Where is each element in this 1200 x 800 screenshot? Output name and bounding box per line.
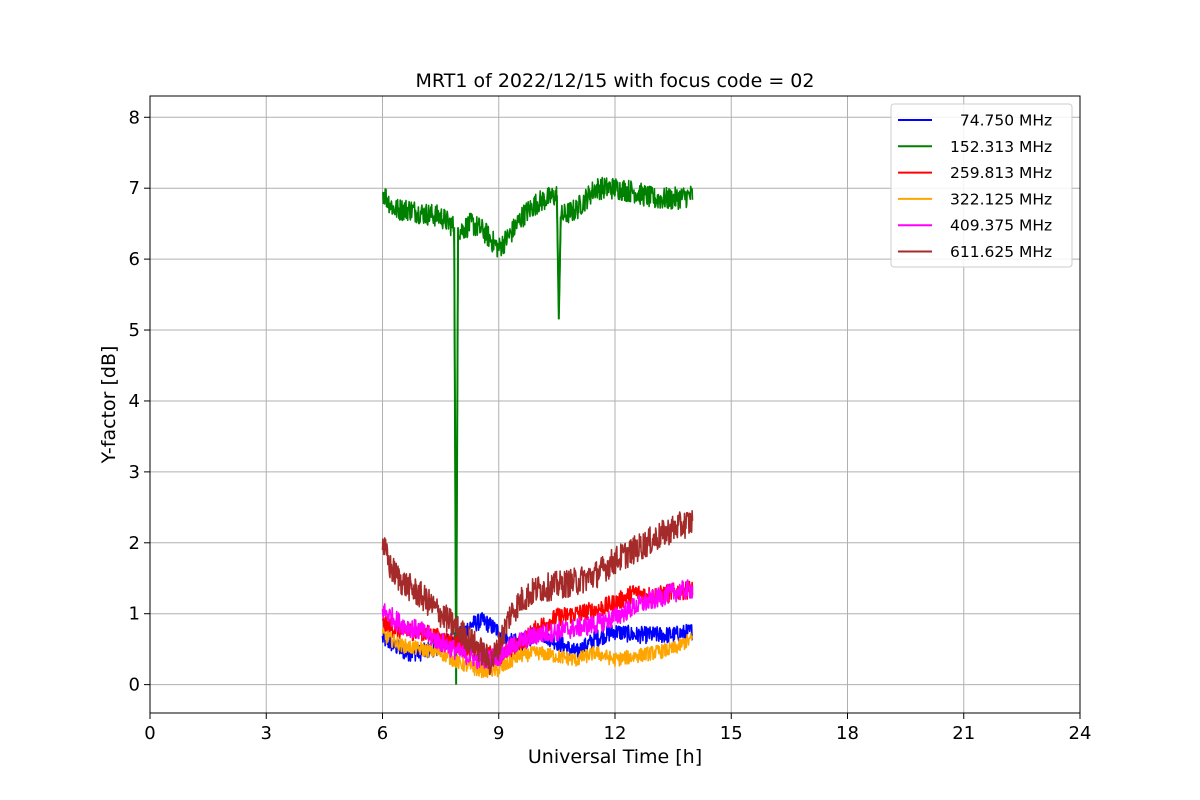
x-tick-label: 12 [604, 723, 627, 744]
legend-label: 611.625 MHz [950, 243, 1052, 261]
x-tick-label: 0 [144, 723, 155, 744]
series-layer [381, 176, 694, 685]
y-tick-label: 4 [129, 391, 140, 412]
series-line [381, 627, 694, 679]
legend-label: 409.375 MHz [950, 217, 1052, 235]
x-tick-label: 6 [377, 723, 388, 744]
legend-label: 322.125 MHz [950, 190, 1052, 208]
x-tick-label: 21 [952, 723, 975, 744]
x-tick-label: 24 [1069, 723, 1092, 744]
chart-title: MRT1 of 2022/12/15 with focus code = 02 [416, 70, 815, 92]
series-line [381, 579, 694, 670]
y-tick-label: 8 [129, 107, 140, 128]
legend-label: 259.813 MHz [950, 164, 1052, 182]
series-line [382, 176, 694, 654]
y-tick-label: 0 [129, 675, 140, 696]
y-tick-label: 5 [129, 320, 140, 341]
x-tick-label: 15 [720, 723, 743, 744]
y-tick-label: 3 [129, 462, 140, 483]
legend-label: 74.750 MHz [950, 112, 1052, 130]
y-tick-label: 6 [129, 249, 140, 270]
legend-label: 152.313 MHz [950, 138, 1052, 156]
x-tick-label: 3 [261, 723, 272, 744]
series-line [381, 510, 694, 676]
legend-box [890, 103, 1073, 268]
series-spike [555, 195, 562, 320]
y-tick-label: 2 [129, 533, 140, 554]
x-tick-label: 18 [836, 723, 859, 744]
y-axis-label: Y-factor [dB] [98, 346, 120, 465]
y-tick-label: 1 [129, 604, 140, 625]
x-axis-label: Universal Time [h] [528, 746, 702, 768]
series-spike [453, 227, 460, 685]
x-tick-label: 9 [493, 723, 504, 744]
legend: 74.750 MHz 152.313 MHz 259.813 MHz 322.125 … [890, 103, 1073, 268]
y-tick-label: 7 [129, 178, 140, 199]
